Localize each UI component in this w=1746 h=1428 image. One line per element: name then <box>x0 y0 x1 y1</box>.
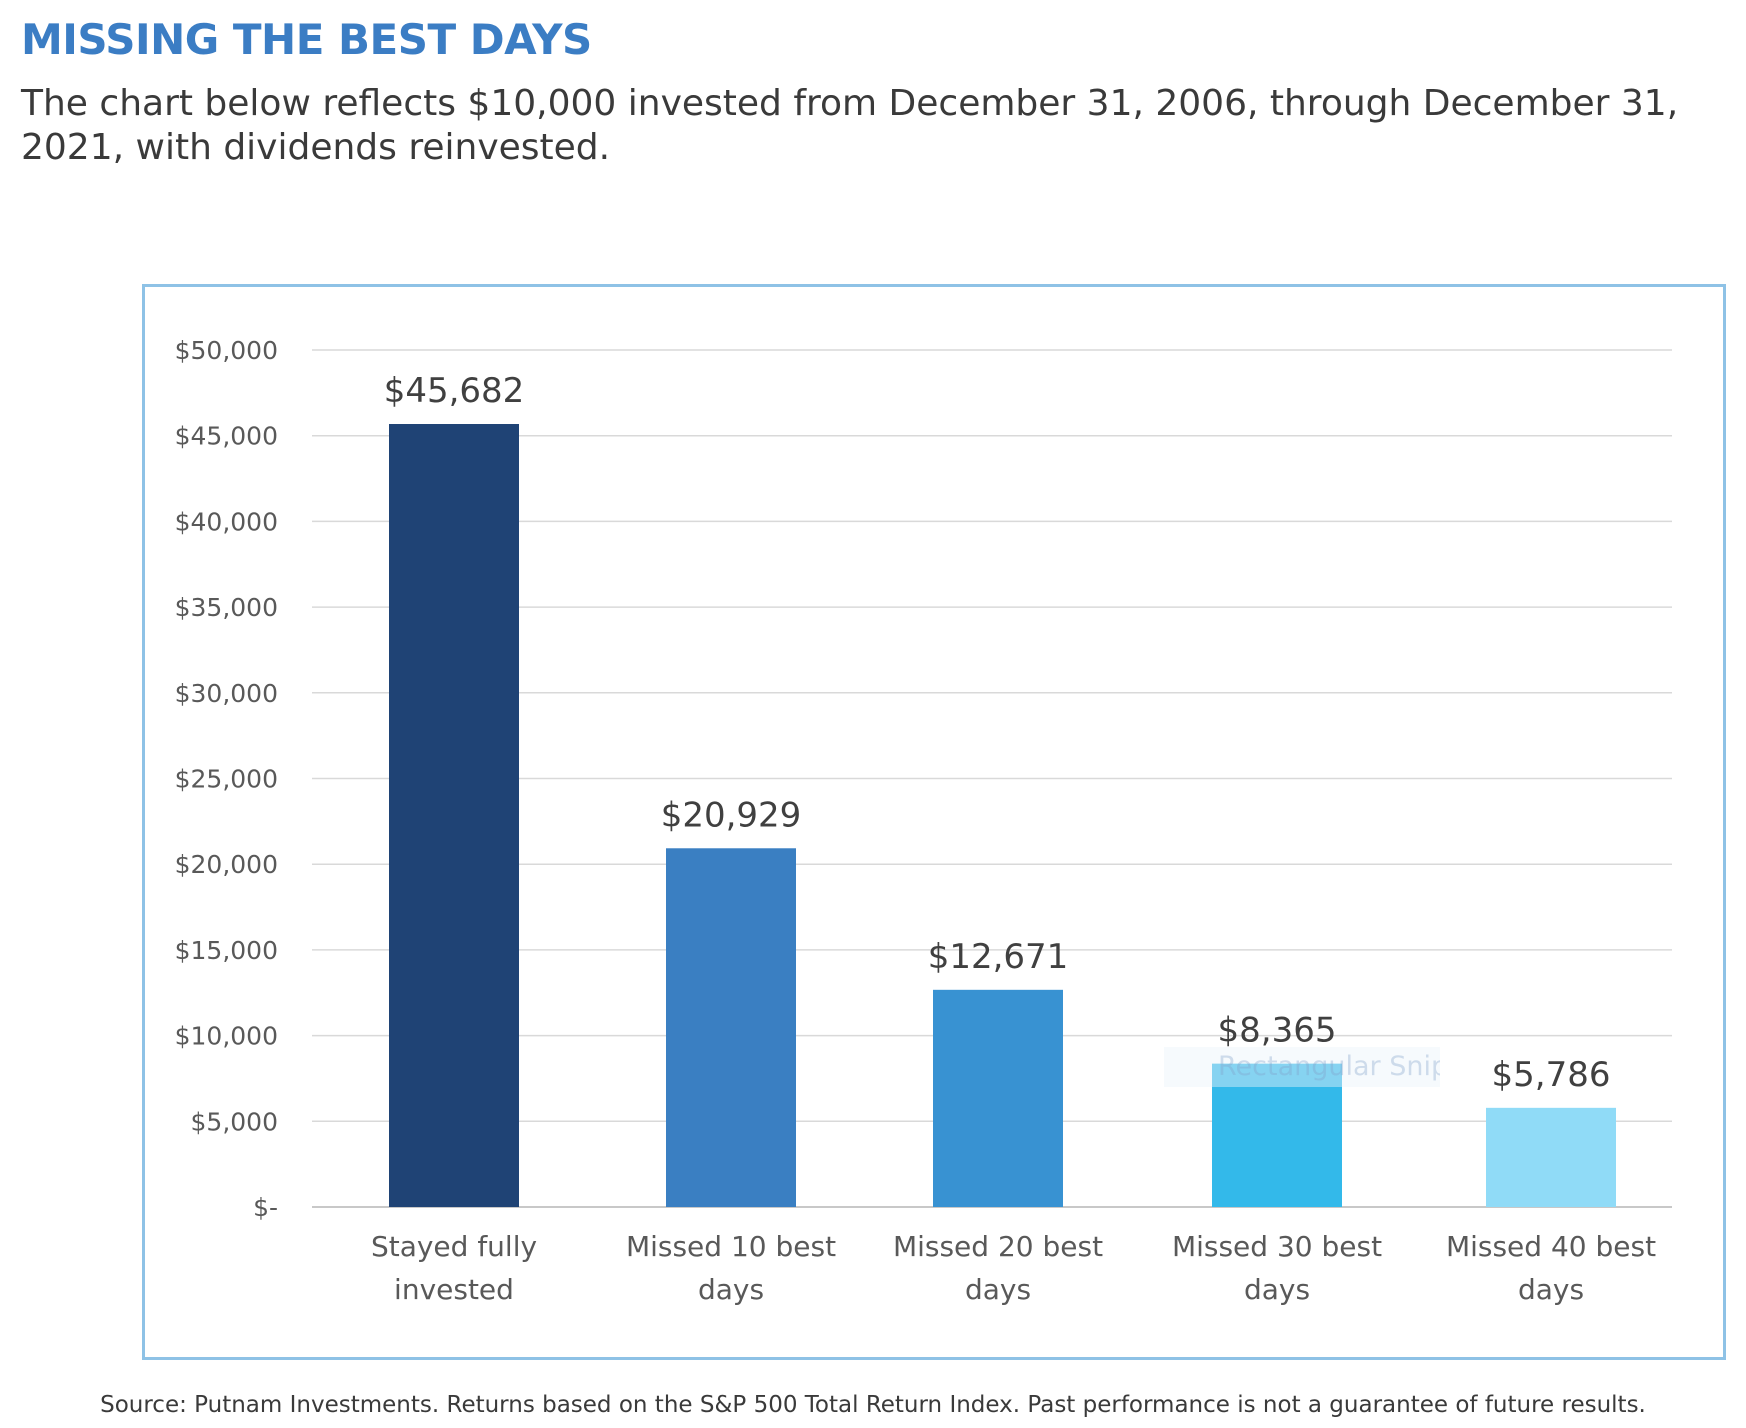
y-tick-label: $15,000 <box>175 936 278 965</box>
y-tick-label: $25,000 <box>175 765 278 794</box>
page-title: MISSING THE BEST DAYS <box>21 15 592 64</box>
data-label: $8,365 <box>1218 1011 1337 1051</box>
y-tick-label: $- <box>253 1193 278 1222</box>
x-category-label: Missed 20 best days <box>893 1230 1103 1306</box>
y-tick-label: $30,000 <box>175 679 278 708</box>
bars <box>389 424 1616 1208</box>
bar <box>933 989 1063 1207</box>
y-tick-label: $20,000 <box>175 850 278 879</box>
snip-tooltip: Rectangular Snip <box>1164 1047 1440 1087</box>
x-category-label: Stayed fully invested <box>371 1230 537 1306</box>
y-tick-label: $40,000 <box>175 507 278 536</box>
y-tick-label: $10,000 <box>175 1022 278 1051</box>
x-category-label: Missed 40 best days <box>1446 1230 1656 1306</box>
bar <box>666 848 796 1207</box>
data-label: $5,786 <box>1492 1055 1611 1095</box>
y-axis-tick-labels: $- $5,000 $10,000 $15,000 $20,000 $25,000 $30,… <box>175 336 278 1222</box>
x-category-label: Missed 30 best days <box>1172 1230 1382 1306</box>
page-subtitle: The chart below reflects $10,000 investe… <box>21 83 1679 168</box>
y-tick-label: $50,000 <box>175 336 278 365</box>
bar <box>1212 1063 1342 1207</box>
bar <box>1486 1107 1616 1207</box>
bar <box>389 424 519 1208</box>
source-note: Source: Putnam Investments. Returns base… <box>100 1392 1646 1418</box>
data-label: $20,929 <box>661 795 802 835</box>
x-axis-category-labels: Stayed fully invested Missed 10 best days Mi… <box>371 1230 1656 1306</box>
bar-data-labels: $45,682 $20,929 $12,671 $8,365 $5,786 <box>384 371 1611 1095</box>
y-tick-label: $5,000 <box>191 1107 278 1136</box>
x-category-label: Missed 10 best days <box>626 1230 836 1306</box>
data-label: $45,682 <box>384 371 525 411</box>
y-tick-label: $45,000 <box>175 422 278 451</box>
data-label: $12,671 <box>928 937 1069 977</box>
y-tick-label: $35,000 <box>175 593 278 622</box>
